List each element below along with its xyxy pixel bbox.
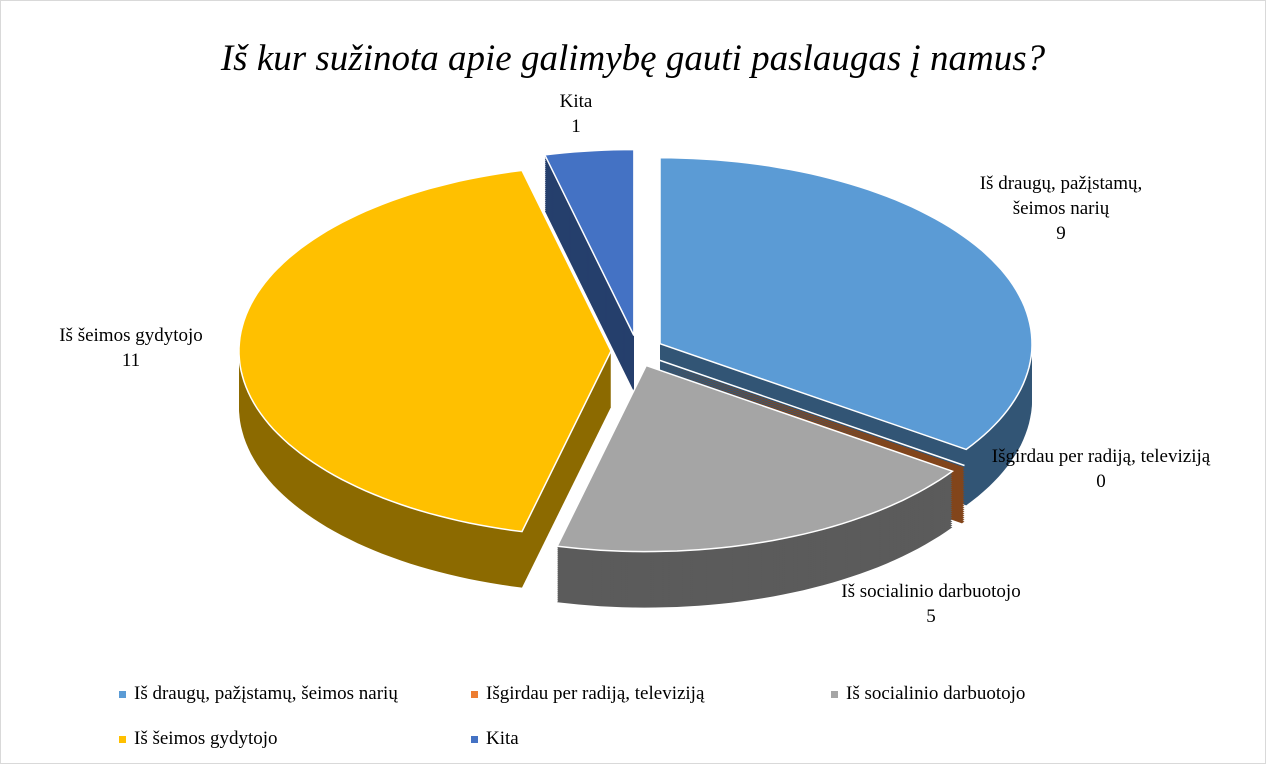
slice: [659, 157, 1033, 506]
legend-label: Išgirdau per radiją, televiziją: [486, 683, 705, 704]
legend-item: Kita: [471, 728, 519, 750]
data-label-name: Kita: [559, 91, 593, 112]
data-label: Iš socialinio darbuotojo 5: [791, 579, 1071, 629]
slice-side-layer: [658, 361, 965, 470]
slice-side-layer: [658, 363, 965, 472]
data-label-value: 9: [1056, 223, 1066, 244]
slice-top: [556, 364, 955, 553]
legend-item: Iš socialinio darbuotojo: [831, 683, 1025, 705]
legend-swatch: [831, 690, 838, 698]
data-label-value: 0: [1096, 471, 1106, 492]
slice-top: [659, 157, 1033, 451]
legend-label: Iš šeimos gydytojo: [134, 728, 278, 749]
slice-top: [543, 148, 635, 336]
slice: [238, 169, 612, 588]
slice-side-layer: [658, 365, 965, 474]
data-label-name: Iš draugų, pažįstamų, šeimos narių: [979, 173, 1143, 219]
legend-swatch: [119, 735, 126, 743]
data-label: Išgirdau per radiją, televiziją 0: [976, 444, 1226, 494]
legend-label: Kita: [486, 728, 519, 749]
data-label-name: Iš socialinio darbuotojo: [841, 581, 1021, 602]
legend-swatch: [119, 690, 126, 698]
slice-top: [658, 359, 965, 467]
legend-label: Iš draugų, pažįstamų, šeimos narių: [134, 683, 398, 704]
chart-title: Iš kur sužinota apie galimybę gauti pasl…: [220, 38, 1046, 79]
data-label-name: Iš šeimos gydytojo: [59, 325, 203, 346]
slice-top: [238, 169, 612, 533]
data-label: Iš šeimos gydytojo 11: [21, 323, 241, 373]
legend-item: Iš šeimos gydytojo: [119, 728, 278, 750]
data-label-name: Išgirdau per radiją, televiziją: [991, 446, 1211, 467]
data-label: Iš draugų, pažįstamų, šeimos narių 9: [956, 171, 1166, 246]
slice: [543, 148, 635, 392]
legend-label: Iš socialinio darbuotojo: [846, 683, 1026, 704]
data-label-value: 1: [571, 116, 581, 137]
legend-swatch: [471, 735, 478, 743]
legend-item: Iš draugų, pažįstamų, šeimos narių: [119, 683, 398, 705]
slice: [556, 364, 955, 608]
legend-swatch: [471, 690, 478, 698]
data-label-value: 5: [926, 606, 936, 627]
legend-item: Išgirdau per radiją, televiziją: [471, 683, 704, 705]
data-label: Kita 1: [526, 89, 626, 139]
data-label-value: 11: [121, 350, 141, 371]
